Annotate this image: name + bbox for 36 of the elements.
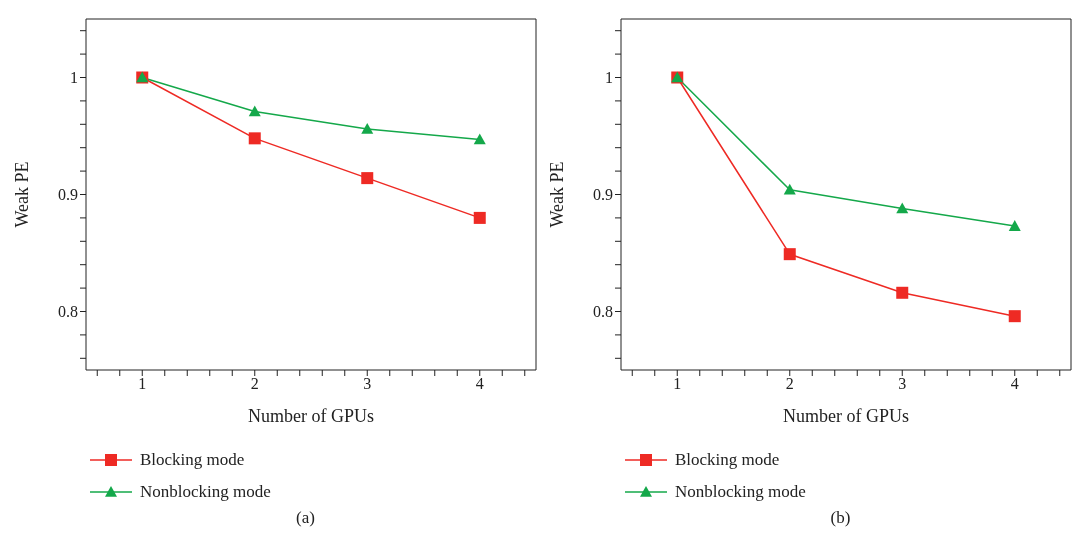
legend-label: Blocking mode xyxy=(140,450,245,470)
legend-label: Nonblocking mode xyxy=(675,482,806,502)
y-tick-label: 0.9 xyxy=(593,186,613,204)
x-tick-label: 1 xyxy=(673,375,682,393)
y-axis-title: Weak PE xyxy=(12,161,33,228)
point xyxy=(896,202,909,214)
point xyxy=(1008,310,1021,323)
y-tick-label: 0.9 xyxy=(58,186,78,204)
point xyxy=(248,132,261,145)
legend-label: Nonblocking mode xyxy=(140,482,271,502)
point xyxy=(473,133,486,145)
point xyxy=(896,286,909,299)
x-tick-label: 3 xyxy=(363,375,372,393)
point xyxy=(783,248,796,261)
y-tick-label: 0.8 xyxy=(58,303,78,321)
legend-label: Blocking mode xyxy=(675,450,780,470)
text: (a) xyxy=(295,508,316,528)
x-tick-label: 1 xyxy=(138,375,147,393)
point xyxy=(1008,220,1021,231)
y-tick-label: 0.8 xyxy=(593,303,613,321)
y-tick-label: 1 xyxy=(70,69,78,87)
point xyxy=(473,211,486,224)
text: (b) xyxy=(829,508,852,528)
y-axis-title: Weak PE xyxy=(547,161,568,228)
x-tick-label: 2 xyxy=(250,375,259,393)
point xyxy=(361,122,374,134)
point xyxy=(783,183,796,195)
point xyxy=(248,105,261,117)
x-tick-label: 4 xyxy=(475,375,484,393)
x-axis-title: Number of GPUs xyxy=(248,406,374,426)
x-tick-label: 3 xyxy=(898,375,907,393)
x-axis-title: Number of GPUs xyxy=(783,406,909,426)
x-tick-label: 2 xyxy=(785,375,794,393)
point xyxy=(361,172,374,185)
x-tick-label: 4 xyxy=(1010,375,1019,393)
y-tick-label: 1 xyxy=(605,69,613,87)
